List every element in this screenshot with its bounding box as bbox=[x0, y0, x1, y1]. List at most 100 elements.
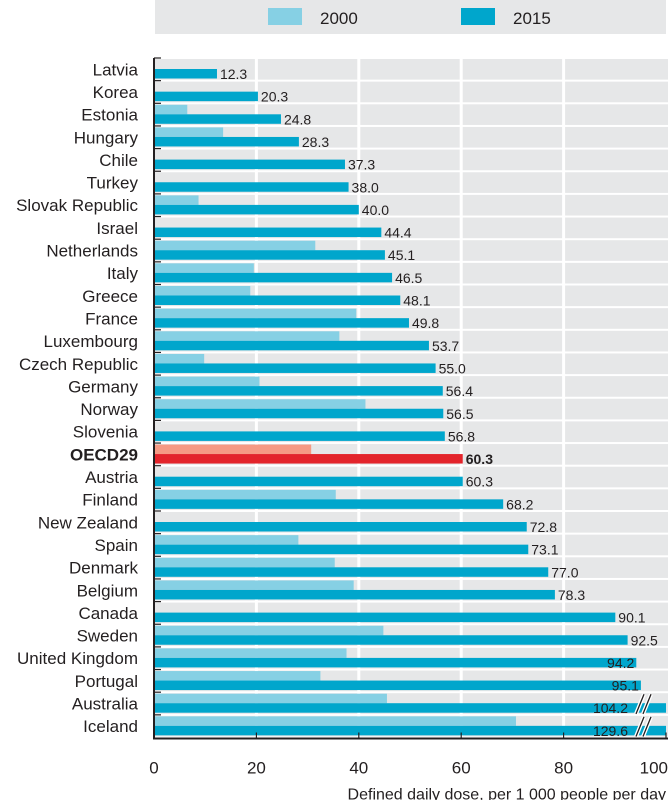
bar-2000-spain bbox=[154, 535, 299, 545]
bar-2000-netherlands bbox=[154, 240, 316, 251]
x-tick-label-100: 100 bbox=[640, 759, 668, 778]
value-label-spain: 73.1 bbox=[531, 542, 558, 558]
bar-2015-united-kingdom bbox=[154, 657, 637, 668]
bar-2015-italy bbox=[154, 272, 393, 283]
axes: 0 20 40 60 80 100 Defined daily dose, per 1 00… bbox=[149, 57, 668, 804]
row-background bbox=[154, 81, 668, 103]
value-label-new-zealand: 72.8 bbox=[530, 519, 557, 535]
x-tick-label-0: 0 bbox=[149, 759, 158, 778]
category-label-spain: Spain bbox=[95, 536, 138, 555]
category-label-turkey: Turkey bbox=[87, 174, 139, 193]
value-label-turkey: 38.0 bbox=[352, 179, 379, 195]
category-label-oecd29: OECD29 bbox=[70, 445, 138, 464]
bar-2000-portugal bbox=[154, 671, 321, 681]
bar-2015-iceland bbox=[154, 725, 666, 736]
value-label-latvia: 12.3 bbox=[220, 66, 247, 82]
value-label-israel: 44.4 bbox=[384, 225, 411, 241]
bar-2015-belgium bbox=[154, 589, 555, 600]
value-label-italy: 46.5 bbox=[395, 270, 422, 286]
value-label-belgium: 78.3 bbox=[558, 587, 585, 603]
value-labels: 12.3 20.3 24.8 28.3 37.3 38.0 40.0 44.4 45.1 46.5… bbox=[220, 66, 658, 739]
gridlines bbox=[254, 58, 566, 738]
bar-2015-turkey bbox=[154, 182, 349, 192]
bar-2015-denmark bbox=[154, 567, 549, 577]
category-label-italy: Italy bbox=[107, 264, 139, 283]
bar-2000-norway bbox=[154, 399, 366, 409]
bar-2000-france bbox=[154, 308, 357, 319]
bar-2000-united-kingdom bbox=[154, 648, 347, 658]
bar-2000-italy bbox=[154, 263, 254, 273]
legend-label-2015: 2015 bbox=[513, 9, 551, 28]
x-tick-label-60: 60 bbox=[452, 759, 471, 778]
value-label-greece: 48.1 bbox=[403, 293, 430, 309]
category-label-canada: Canada bbox=[78, 604, 138, 623]
bar-2000-germany bbox=[154, 376, 260, 387]
category-label-chile: Chile bbox=[99, 151, 138, 170]
value-label-hungary: 28.3 bbox=[302, 134, 329, 150]
bar-2000-luxembourg bbox=[154, 331, 340, 341]
category-label-new-zealand: New Zealand bbox=[38, 513, 138, 532]
category-label-finland: Finland bbox=[82, 491, 138, 510]
category-label-czech-republic: Czech Republic bbox=[19, 355, 139, 374]
category-label-norway: Norway bbox=[80, 400, 138, 419]
category-label-estonia: Estonia bbox=[81, 106, 138, 125]
legend-swatch-2000 bbox=[268, 8, 302, 25]
bar-2015-greece bbox=[154, 295, 401, 305]
bar-2000-estonia bbox=[154, 104, 188, 115]
value-label-luxembourg: 53.7 bbox=[432, 338, 459, 354]
bar-2000-greece bbox=[154, 286, 251, 296]
bar-2015-slovenia bbox=[154, 431, 445, 441]
value-label-canada: 90.1 bbox=[618, 610, 645, 626]
legend: 2000 2015 bbox=[155, 0, 666, 34]
value-label-united-kingdom: 94.2 bbox=[607, 655, 634, 671]
x-tick-label-80: 80 bbox=[554, 759, 573, 778]
value-label-slovenia: 56.8 bbox=[448, 428, 475, 444]
bar-2015-sweden bbox=[154, 635, 628, 645]
bar-2015-estonia bbox=[154, 114, 281, 124]
category-label-belgium: Belgium bbox=[77, 581, 138, 600]
row-background bbox=[154, 59, 668, 80]
bar-2000-oecd29 bbox=[154, 444, 312, 455]
category-label-latvia: Latvia bbox=[93, 60, 139, 79]
bar-2015-latvia bbox=[154, 69, 217, 79]
category-label-slovenia: Slovenia bbox=[73, 423, 139, 442]
value-label-norway: 56.5 bbox=[446, 406, 473, 422]
category-label-france: France bbox=[85, 309, 138, 328]
category-label-israel: Israel bbox=[96, 219, 138, 238]
value-label-austria: 60.3 bbox=[466, 474, 493, 490]
category-label-greece: Greece bbox=[82, 287, 138, 306]
bar-2000-belgium bbox=[154, 580, 354, 590]
bar-2000-iceland bbox=[154, 716, 516, 726]
bar-2015-netherlands bbox=[154, 250, 385, 260]
value-label-czech-republic: 55.0 bbox=[439, 360, 466, 376]
x-axis-title: Defined daily dose, per 1 000 people per… bbox=[348, 787, 666, 801]
row-background bbox=[154, 104, 668, 125]
bar-2015-finland bbox=[154, 499, 504, 509]
bar-2000-czech-republic bbox=[154, 353, 205, 364]
category-label-hungary: Hungary bbox=[74, 128, 139, 147]
bar-2015-czech-republic bbox=[154, 363, 436, 373]
category-label-portugal: Portugal bbox=[75, 672, 138, 691]
value-label-portugal: 95.1 bbox=[612, 678, 639, 694]
bar-2000-australia bbox=[154, 693, 387, 704]
category-label-sweden: Sweden bbox=[77, 627, 138, 646]
bar-2015-france bbox=[154, 318, 409, 328]
category-label-australia: Australia bbox=[72, 695, 139, 714]
bar-2015-norway bbox=[154, 408, 444, 419]
value-label-iceland: 129.6 bbox=[593, 723, 628, 739]
bar-2000-finland bbox=[154, 489, 336, 500]
legend-swatch-2015 bbox=[461, 8, 495, 25]
value-label-netherlands: 45.1 bbox=[388, 247, 415, 263]
bar-2015-oecd29 bbox=[154, 454, 463, 464]
bar-2015-hungary bbox=[154, 136, 299, 147]
bar-2015-spain bbox=[154, 544, 529, 555]
bar-2015-korea bbox=[154, 91, 258, 102]
bar-2015-luxembourg bbox=[154, 340, 429, 351]
bar-2015-portugal bbox=[154, 680, 641, 691]
value-label-denmark: 77.0 bbox=[551, 564, 578, 580]
value-label-chile: 37.3 bbox=[348, 157, 375, 173]
value-label-slovak-republic: 40.0 bbox=[362, 202, 389, 218]
bar-2015-austria bbox=[154, 476, 463, 487]
